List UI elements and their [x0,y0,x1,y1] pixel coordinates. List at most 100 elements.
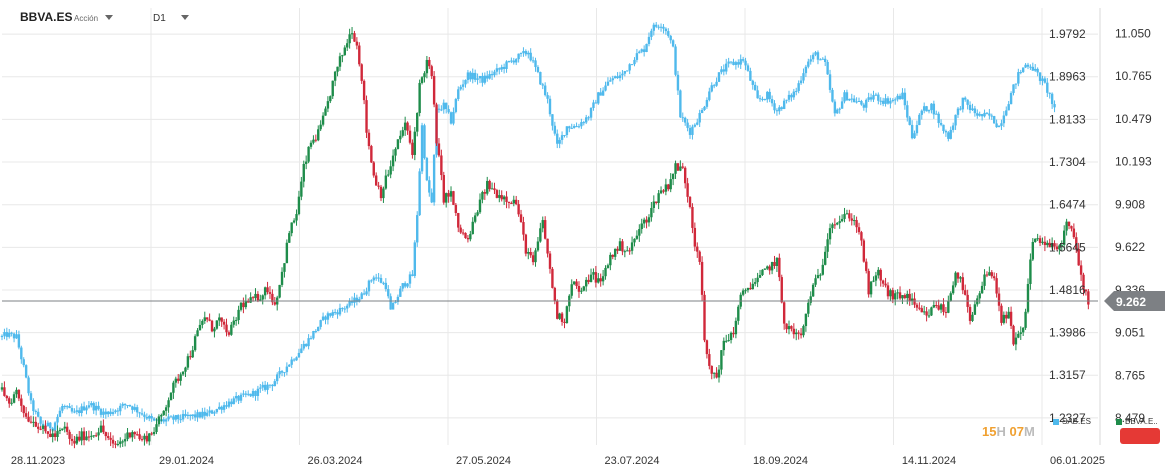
candle-body [937,305,940,310]
candle-body [1009,93,1013,105]
candle-body [447,193,450,197]
candle-body [852,98,856,103]
timer-minutes: 07 [1009,424,1024,439]
candle-body [971,314,974,321]
sab-candle [227,398,231,409]
sab-candle [276,372,279,385]
bbva-candle [1012,324,1015,346]
sab-candle [932,100,936,119]
bbva-candle [191,345,194,358]
legend-sab[interactable]: SAB.ES [1053,417,1091,426]
candle-body [1009,311,1013,326]
bbva-candle [292,218,296,224]
candle-body [597,92,600,104]
bbva-candle [1034,238,1037,243]
candle-body [1034,68,1037,71]
candle-body [515,59,518,63]
candle-body [773,103,776,111]
sab-candle [1046,78,1049,98]
bbva-candle [1026,278,1030,314]
candle-body [676,74,680,91]
candle-body [391,155,395,167]
candle-body [140,439,144,441]
sab-candle [720,66,723,75]
bbva-candle [22,404,25,418]
candle-body [645,43,648,53]
sab-candle [642,45,646,57]
candle-body [126,405,129,407]
candle-body [669,179,672,190]
sab-candle [826,59,829,75]
candle-body [570,127,573,129]
candle-body [341,307,344,309]
candle-body [510,60,513,62]
candle-body [968,104,972,111]
sab-candle [466,69,470,84]
sab-candle [918,113,921,126]
bbva-candle [814,274,817,287]
bbva-candle [1017,330,1020,339]
candle-body [416,113,419,132]
candle-body [855,101,858,103]
candle-body [350,33,354,35]
candle-body [915,125,919,134]
sab-candle [778,105,781,115]
bbva-candle [51,429,54,443]
candle-body [749,287,752,290]
bbva-candle [717,364,721,383]
timeframe-chevron-down-icon[interactable] [181,15,189,20]
candle-body [616,248,619,251]
sab-candle [249,393,252,398]
candle-body [956,272,960,279]
candle-body [556,300,559,319]
candle-body [908,117,911,125]
bbva-candle [203,311,206,324]
candle-body [681,117,684,119]
candle-body [51,433,54,437]
candle-body [1067,221,1071,227]
sab-candle [488,70,491,80]
candle-body [744,60,747,66]
sab-candle [266,382,269,395]
candle-body [652,201,656,208]
candle-body [1038,238,1042,243]
candle-body [191,350,194,358]
symbol-title[interactable]: BBVA.ES [20,10,73,24]
candle-body [850,98,853,100]
candle-body [425,59,429,74]
bbva-candle [46,431,50,439]
bbva-candle [572,281,576,286]
bbva-candle [920,305,923,313]
symbol-chevron-down-icon[interactable] [105,15,113,20]
sab-candle [80,403,83,417]
candle-body [809,59,812,62]
candle-body [411,142,414,155]
candle-body [855,220,858,228]
bbva-candle [333,70,337,87]
sab-candle [27,375,30,396]
bbva-candle [304,155,308,170]
sab-candle [553,121,557,136]
bbva-candle [1072,223,1076,240]
candle-body [131,406,134,410]
candle-body [203,317,206,322]
candle-body [61,428,64,430]
sab-candle [331,309,334,318]
candle-body [826,239,829,252]
bbva-candle [97,427,100,441]
timeframe-selector[interactable]: D1 [153,13,166,24]
bbva-candle [558,312,561,321]
bbva-candle [314,134,318,143]
candle-body [869,97,873,100]
red-action-button[interactable] [1120,428,1160,444]
candle-body [1038,72,1042,81]
bbva-candle [17,389,21,402]
candle-body [563,135,566,137]
candle-body [418,82,421,114]
legend-bbva[interactable]: BBVA.E.. [1116,417,1158,426]
sab-candle [872,90,875,103]
bbva-candle [804,313,808,332]
candle-body [891,99,895,101]
sab-candle [464,79,467,88]
